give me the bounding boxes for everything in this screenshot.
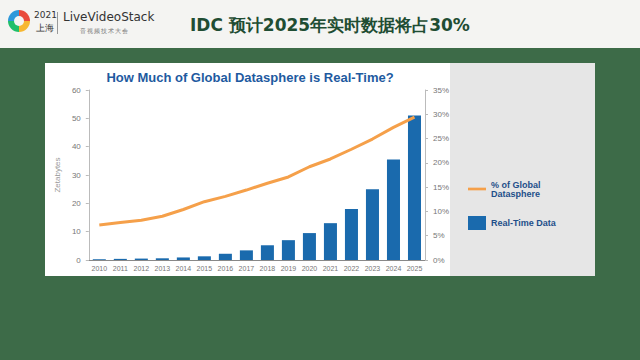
svg-text:How Much of Global Datasphere: How Much of Global Datasphere is Real-Ti… [106, 70, 393, 85]
svg-text:2018: 2018 [260, 265, 276, 272]
svg-text:2012: 2012 [134, 265, 150, 272]
svg-text:20: 20 [72, 199, 81, 208]
html-text:LiveVideoStack: LiveVideoStack [63, 10, 155, 24]
svg-text:2016: 2016 [218, 265, 234, 272]
svg-text:2020: 2020 [302, 265, 318, 272]
svg-text:30%: 30% [433, 110, 449, 119]
html-text:音视频技术大会: 音视频技术大会 [80, 27, 129, 34]
html-text:IDC 预计2025年实时数据将占30%: IDC 预计2025年实时数据将占30% [190, 15, 470, 35]
svg-text:2013: 2013 [155, 265, 171, 272]
svg-text:2025: 2025 [407, 265, 423, 272]
svg-text:50: 50 [72, 114, 81, 123]
html-text:2021: 2021 [34, 10, 57, 20]
svg-text:% of Global: % of Global [491, 179, 543, 190]
svg-text:2023: 2023 [365, 265, 381, 272]
svg-text:2022: 2022 [344, 265, 360, 272]
svg-text:40: 40 [72, 142, 81, 151]
svg-text:30: 30 [72, 171, 81, 180]
svg-text:Zetabytes: Zetabytes [53, 157, 62, 192]
html-text:上海: 上海 [36, 23, 54, 33]
svg-text:2014: 2014 [176, 265, 192, 272]
svg-text:2024: 2024 [386, 265, 402, 272]
svg-text:0%: 0% [433, 256, 445, 265]
svg-text:2015: 2015 [197, 265, 213, 272]
svg-text:2010: 2010 [92, 265, 108, 272]
svg-text:2017: 2017 [239, 265, 255, 272]
svg-text:15%: 15% [433, 183, 449, 192]
svg-text:Real-Time Data: Real-Time Data [491, 218, 557, 228]
svg-text:Datasphere: Datasphere [491, 189, 540, 199]
svg-text:25%: 25% [433, 134, 449, 143]
svg-text:2021: 2021 [323, 265, 339, 272]
svg-text:20%: 20% [433, 158, 449, 167]
svg-text:5%: 5% [433, 231, 445, 240]
svg-text:0: 0 [76, 256, 81, 265]
svg-text:2011: 2011 [113, 265, 128, 272]
svg-text:35%: 35% [433, 86, 449, 95]
svg-text:60: 60 [72, 86, 81, 95]
svg-text:10%: 10% [433, 207, 449, 216]
svg-text:10: 10 [72, 227, 81, 236]
svg-text:2019: 2019 [281, 265, 297, 272]
